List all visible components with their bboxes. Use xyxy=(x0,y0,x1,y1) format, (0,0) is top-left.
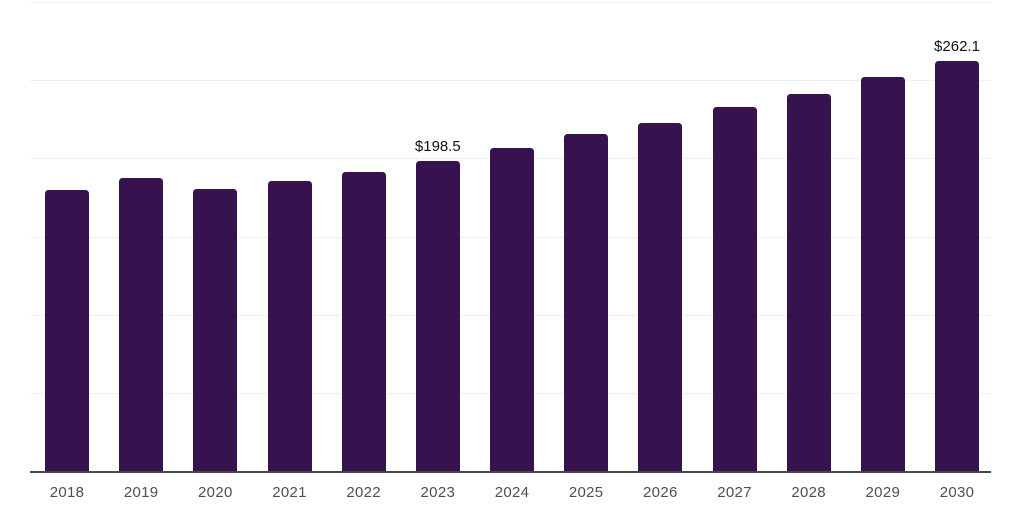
x-axis: 2018 2019 2020 2021 2022 2023 2024 2025 2026 2027… xyxy=(30,473,991,507)
x-tick-2025: 2025 xyxy=(568,484,604,501)
x-tick-2027: 2027 xyxy=(717,484,752,501)
x-tick-2019: 2019 xyxy=(123,484,159,501)
bar-2023 xyxy=(415,160,460,471)
bar-2021 xyxy=(267,181,312,471)
bar-2030 xyxy=(935,61,979,471)
gridline-300 xyxy=(30,2,991,3)
bar-2026 xyxy=(638,123,683,471)
x-tick-2020: 2020 xyxy=(198,484,233,501)
x-tick-2018: 2018 xyxy=(49,484,85,501)
data-label-2030: $262.1 xyxy=(934,38,980,56)
bar-2022 xyxy=(341,171,386,471)
bar-2019 xyxy=(119,178,164,471)
x-tick-2028: 2028 xyxy=(791,484,826,501)
plot-area: $198.5 $262.1 xyxy=(30,2,991,473)
x-tick-2029: 2029 xyxy=(865,484,901,501)
x-tick-2024: 2024 xyxy=(494,484,530,501)
bar-2027 xyxy=(712,107,757,471)
data-label-2023: $198.5 xyxy=(414,137,461,155)
x-tick-2022: 2022 xyxy=(346,484,381,501)
bar-2024 xyxy=(490,148,534,471)
gridline-250 xyxy=(30,80,991,82)
x-tick-2026: 2026 xyxy=(643,484,678,501)
bar-2028 xyxy=(786,94,831,471)
bar-2029 xyxy=(860,77,905,471)
x-tick-2023: 2023 xyxy=(420,484,456,501)
bar-2025 xyxy=(564,134,609,471)
bar-2020 xyxy=(193,188,238,471)
bar-2018 xyxy=(45,190,89,471)
x-tick-2030: 2030 xyxy=(939,484,975,501)
x-tick-2021: 2021 xyxy=(272,484,307,501)
